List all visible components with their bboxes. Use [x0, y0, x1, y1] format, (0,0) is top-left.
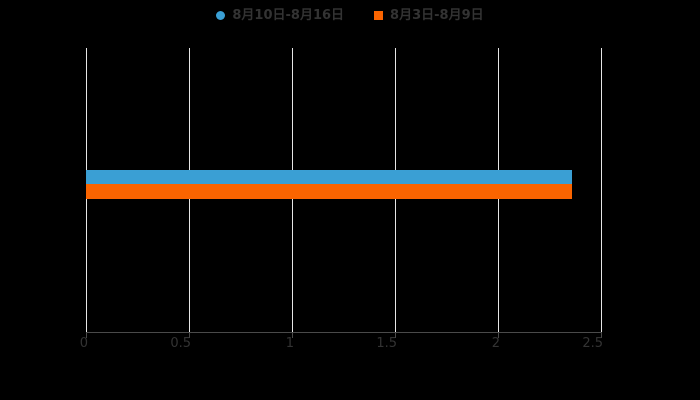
x-tick-label-1: 0.5	[170, 336, 191, 351]
x-axis-line	[86, 332, 602, 333]
bar-0-0[interactable]	[86, 170, 572, 184]
x-tick-label-2: 1	[285, 336, 294, 351]
x-tick-mark-2	[292, 333, 293, 338]
x-tick-label-0: 0	[79, 336, 88, 351]
x-tick-mark-0	[86, 333, 87, 338]
legend-label-series-1: 8月3日-8月9日	[390, 7, 484, 23]
legend-swatch-icon-series-0	[216, 10, 226, 20]
x-tick-mark-5	[601, 333, 602, 338]
x-tick-mark-1	[189, 333, 190, 338]
gridline-5	[601, 48, 602, 333]
x-tick-mark-4	[498, 333, 499, 338]
x-tick-label-3: 1.5	[376, 336, 397, 351]
x-tick-label-4: 2	[491, 336, 500, 351]
legend-item-series-0[interactable]: 8月10日-8月16日	[216, 9, 344, 22]
x-tick-mark-3	[395, 333, 396, 338]
plot-area	[86, 48, 602, 333]
bar-1-0[interactable]	[86, 184, 572, 199]
legend-item-series-1[interactable]: 8月3日-8月9日	[374, 9, 484, 22]
legend-label-series-0: 8月10日-8月16日	[232, 7, 345, 23]
chart-legend: 8月10日-8月16日 8月3日-8月9日	[0, 0, 700, 30]
legend-swatch-icon-series-1	[374, 10, 384, 20]
x-tick-label-5: 2.5	[582, 336, 603, 351]
